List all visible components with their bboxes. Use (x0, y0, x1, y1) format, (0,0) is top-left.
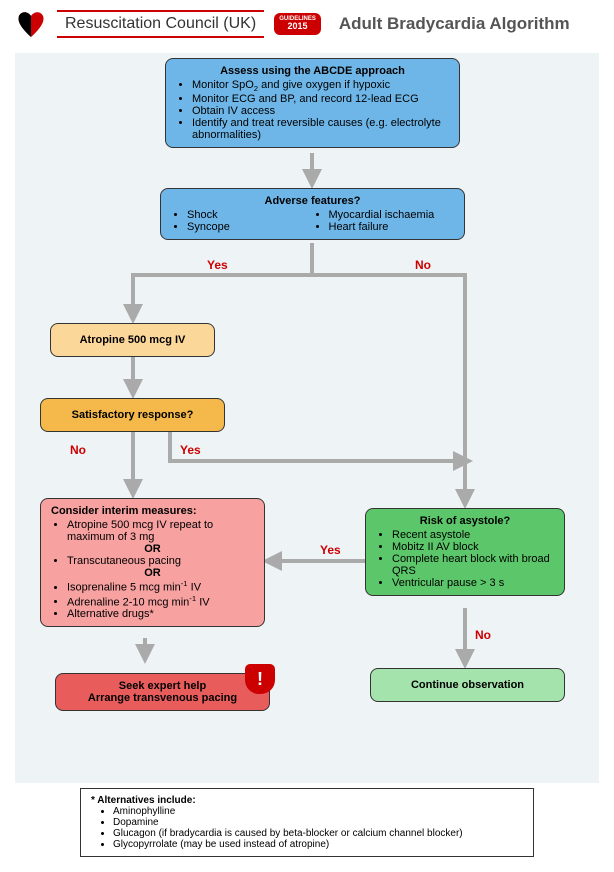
flowchart-area: Assess using the ABCDE approachMonitor S… (15, 53, 599, 783)
label-no-1: No (415, 258, 431, 272)
node-continue-observation: Continue observation (370, 668, 565, 702)
label-no-2: No (70, 443, 86, 457)
label-no-3: No (475, 628, 491, 642)
year-badge: GUIDELINES 2015 (274, 13, 321, 35)
node-assess: Assess using the ABCDE approachMonitor S… (165, 58, 460, 148)
label-yes-1: Yes (207, 258, 228, 272)
node-adverse-features: Adverse features?ShockSyncopeMyocardial … (160, 188, 465, 240)
node-seek-expert-help: ! Seek expert helpArrange transvenous pa… (55, 673, 270, 711)
header: Resuscitation Council (UK) GUIDELINES 20… (0, 0, 614, 48)
footnote-list: AminophyllineDopamineGlucagon (if bradyc… (113, 806, 523, 850)
footnote-title: * Alternatives include: (91, 795, 523, 806)
label-yes-3: Yes (320, 543, 341, 557)
heart-logo-icon (15, 8, 47, 40)
badge-year: 2015 (279, 22, 316, 32)
label-yes-2: Yes (180, 443, 201, 457)
org-name: Resuscitation Council (UK) (57, 10, 264, 38)
node-interim-measures: Consider interim measures:Atropine 500 m… (40, 498, 265, 627)
page-title: Adult Bradycardia Algorithm (339, 14, 570, 34)
node-risk-asystole: Risk of asystole?Recent asystoleMobitz I… (365, 508, 565, 596)
footnote-box: * Alternatives include: AminophyllineDop… (80, 788, 534, 857)
warning-icon: ! (245, 664, 275, 694)
node-satisfactory-response: Satisfactory response? (40, 398, 225, 432)
node-atropine: Atropine 500 mcg IV (50, 323, 215, 357)
